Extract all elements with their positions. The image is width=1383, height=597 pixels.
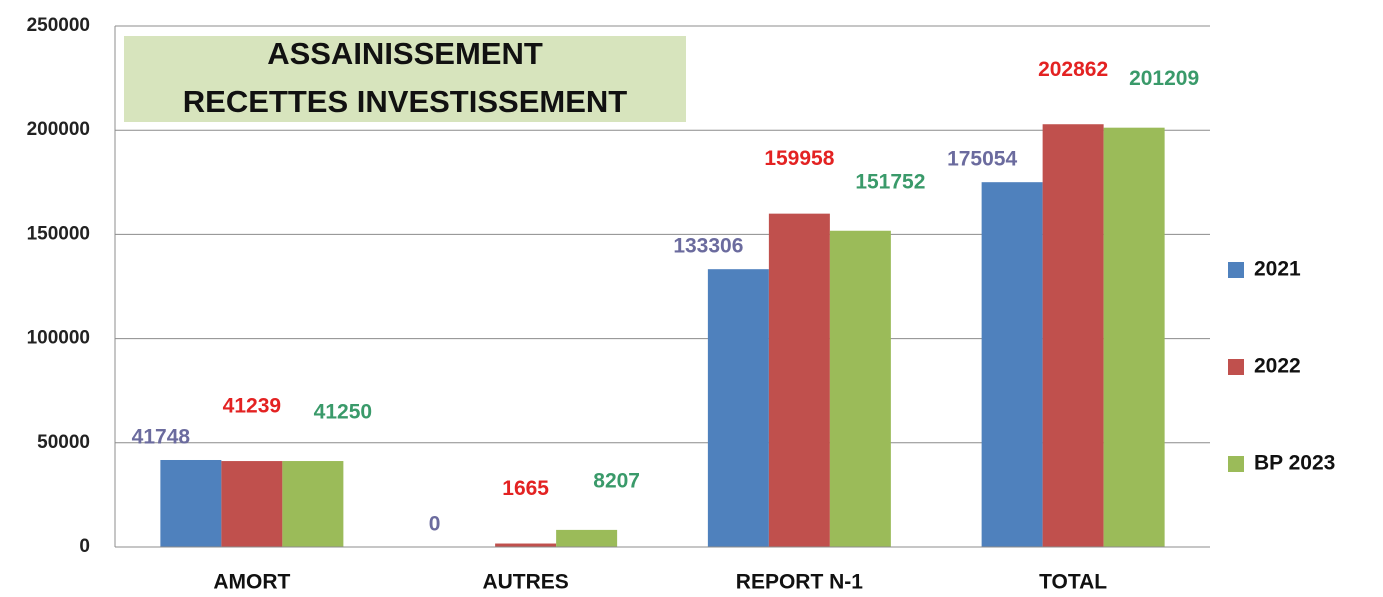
title-box (124, 36, 686, 122)
chart-title: RECETTES INVESTISSEMENT (183, 84, 627, 119)
y-tick-label: 0 (79, 536, 90, 557)
x-tick-label: AUTRES (482, 571, 568, 594)
bar (556, 529, 618, 547)
bar (707, 269, 769, 547)
data-label: 41239 (223, 395, 281, 418)
bar (1042, 124, 1104, 547)
bar (768, 213, 830, 547)
data-label: 159958 (764, 147, 834, 170)
data-label: 41250 (314, 401, 372, 424)
data-label: 1665 (502, 477, 549, 500)
data-label: 133306 (673, 235, 743, 258)
data-label: 41748 (132, 426, 191, 449)
legend-label: 2022 (1254, 355, 1301, 378)
y-tick-label: 150000 (27, 223, 90, 244)
y-tick-label: 50000 (37, 432, 90, 453)
data-label: 151752 (855, 170, 925, 193)
legend-label: 2021 (1254, 258, 1301, 281)
data-label: 202862 (1038, 58, 1108, 81)
bar (495, 543, 557, 547)
bar (981, 182, 1043, 547)
legend-label: BP 2023 (1254, 452, 1335, 475)
legend-swatch (1228, 359, 1244, 375)
bar (282, 461, 344, 547)
legend-swatch (1228, 456, 1244, 472)
bar (160, 459, 222, 547)
y-tick-label: 250000 (27, 15, 90, 36)
bar (221, 461, 283, 547)
y-tick-label: 100000 (27, 328, 90, 349)
y-tick-label: 200000 (27, 119, 90, 140)
data-label: 175054 (947, 148, 1017, 171)
data-label: 8207 (593, 469, 640, 492)
chart-title: ASSAINISSEMENT (267, 36, 543, 71)
x-tick-label: REPORT N-1 (736, 571, 864, 594)
legend-swatch (1228, 262, 1244, 278)
data-label: 201209 (1129, 67, 1199, 90)
x-tick-label: TOTAL (1039, 571, 1107, 594)
bar (1103, 127, 1165, 547)
data-label: 0 (429, 513, 441, 536)
x-tick-label: AMORT (213, 571, 290, 594)
bar (829, 230, 891, 547)
